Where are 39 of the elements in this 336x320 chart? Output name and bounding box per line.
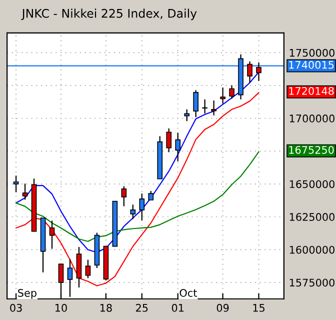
candlestick: [148, 190, 154, 201]
line-series: [15, 151, 260, 242]
line-series: [15, 92, 260, 286]
candlestick: [49, 220, 55, 250]
y-tick-label: 1750000: [290, 48, 334, 57]
chart-title: JNKC - Nikkei 225 Index, Daily: [21, 8, 197, 20]
candlestick: [229, 84, 234, 100]
y-tick-label: 1625000: [290, 213, 334, 221]
candlestick: [22, 183, 28, 200]
annotation: 1675250: [289, 146, 334, 154]
candlestick: [247, 60, 252, 84]
x-tick-label: 01: [172, 304, 184, 312]
candlestick: [85, 259, 91, 279]
candlestick: [175, 132, 181, 162]
ref-line-label: 1740015: [289, 60, 334, 69]
x-tick-label: 10: [56, 304, 67, 312]
x-tick-label: 15: [253, 304, 264, 312]
candlestick: [220, 86, 226, 104]
annotation: 1720148: [289, 87, 334, 95]
annotation: Oct: [180, 288, 197, 297]
candlestick: [202, 98, 208, 114]
candlestick: [166, 128, 172, 153]
candlestick: [121, 186, 127, 207]
y-tick-label: 1600000: [290, 246, 334, 254]
candlestick: [211, 100, 216, 116]
y-tick-label: 1700000: [290, 114, 334, 122]
candlestick: [13, 175, 19, 193]
x-tick-label: 25: [136, 304, 148, 312]
x-tick-label: 18: [100, 304, 112, 312]
x-tick-label: 09: [216, 304, 229, 312]
candlestick: [193, 90, 198, 118]
y-tick-label: 1575000: [290, 278, 334, 287]
annotation: Sep: [18, 288, 36, 299]
x-tick-label: 03: [10, 304, 22, 312]
candlestick: [184, 108, 190, 122]
candlestick: [139, 193, 145, 221]
candlestick: [130, 204, 136, 220]
candlestick: [256, 62, 262, 82]
y-tick-label: 1650000: [290, 180, 334, 188]
